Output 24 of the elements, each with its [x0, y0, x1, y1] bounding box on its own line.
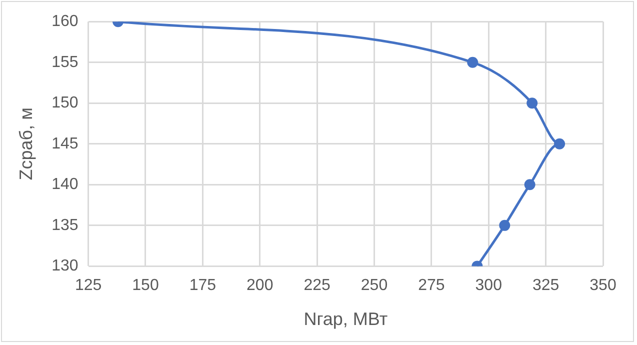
x-tick-label: 275	[418, 277, 445, 294]
x-tick-label: 300	[475, 277, 502, 294]
point	[499, 220, 510, 231]
x-tick-label: 200	[246, 277, 274, 294]
x-tick-label: 325	[532, 277, 560, 294]
x-axis-title: Nгар, МВт	[304, 309, 388, 330]
point	[526, 98, 538, 109]
x-tick-label: 250	[360, 277, 388, 294]
y-tick-label: 150	[52, 94, 78, 112]
x-tick-label: 225	[304, 277, 330, 294]
x-tick-label: 150	[132, 277, 159, 294]
x-tick-label: 175	[189, 277, 216, 294]
y-axis-title: Zсраб, м	[16, 108, 36, 180]
y-tick-label: 140	[52, 176, 78, 194]
point	[524, 179, 536, 190]
y-tick-label: 130	[52, 258, 78, 275]
y-tick-label: 145	[52, 135, 78, 152]
x-tick-label: 125	[74, 277, 102, 294]
point	[467, 56, 478, 68]
x-tick-label: 350	[590, 277, 616, 294]
point	[554, 138, 566, 150]
y-tick-label: 135	[52, 216, 78, 234]
y-tick-label: 155	[52, 54, 78, 71]
y-tick-label: 160	[52, 13, 78, 30]
